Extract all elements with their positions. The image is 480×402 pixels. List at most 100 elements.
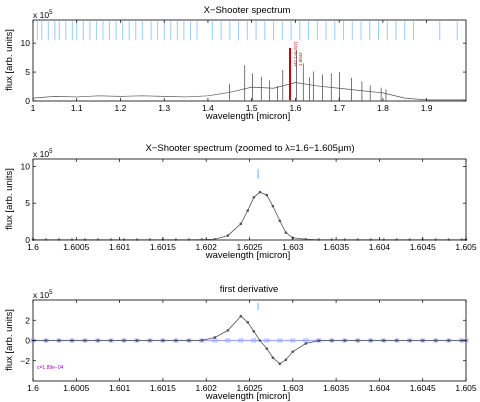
data-point	[252, 195, 256, 199]
panel-zoom-spectrum: X−Shooter spectrum (zoomed to λ=1.6−1.60…	[4, 143, 477, 261]
data-point	[356, 339, 360, 342]
y-tick-label: 0	[25, 235, 30, 245]
x-tick-label: 1.6045	[410, 242, 436, 252]
data-point	[330, 238, 334, 241]
panel3-x-ticks: 1.6 1.6005 1.601 1.6015 1.602 1.6025 1.603 1.60…	[27, 300, 477, 393]
data-point	[213, 336, 217, 339]
data-point	[226, 329, 230, 332]
data-point	[252, 330, 256, 333]
data-point	[265, 193, 269, 197]
x-tick-label: 1.4	[202, 103, 214, 113]
data-point	[369, 238, 373, 241]
data-point	[239, 222, 243, 226]
data-point	[246, 320, 250, 324]
panel3-y-ticks: −2 0 2	[20, 315, 466, 366]
panel3-note: c=1.89e−04	[37, 365, 64, 371]
x-tick-label: 1.6005	[63, 383, 89, 393]
data-point	[44, 339, 48, 342]
data-point	[226, 234, 230, 237]
data-point	[408, 238, 412, 241]
data-point	[356, 238, 360, 241]
x-tick-label: 1.6035	[323, 242, 349, 252]
panel2-title: X−Shooter spectrum (zoomed to λ=1.6−1.60…	[145, 143, 354, 154]
panel1-highlight-label-2: 1.6044	[298, 52, 303, 66]
panel2-x-ticks: 1.6 1.6005 1.601 1.6015 1.602 1.6025 1.603 1.60…	[27, 159, 477, 252]
panel3-exponent: x 105	[33, 290, 53, 300]
reference-point	[290, 338, 296, 343]
data-point	[434, 339, 437, 342]
panel1-exponent: x 105	[33, 10, 53, 20]
data-point	[447, 238, 450, 241]
data-point	[291, 350, 295, 353]
reference-point	[264, 338, 270, 343]
x-tick-label: 1	[31, 103, 36, 113]
data-point	[395, 238, 399, 241]
x-tick-label: 1.6	[290, 103, 302, 113]
data-point	[343, 238, 347, 241]
x-tick-label: 1.6	[27, 242, 39, 252]
x-tick-label: 1.7	[333, 103, 345, 113]
data-point	[369, 339, 373, 342]
data-point	[330, 339, 334, 342]
data-point	[271, 356, 275, 360]
panel1-highlight-label-1: H2 1−0 S(7)	[293, 41, 298, 66]
x-tick-label: 1.6025	[237, 383, 263, 393]
x-tick-label: 1.6045	[410, 383, 436, 393]
x-tick-label: 1.605	[455, 242, 477, 252]
panel1-series-line	[32, 82, 466, 101]
y-tick-label: 10	[21, 38, 31, 48]
x-tick-label: 1.6025	[237, 242, 263, 252]
data-point	[421, 339, 425, 342]
data-point	[382, 339, 386, 342]
panel2-axes-box	[32, 158, 467, 241]
data-point	[70, 339, 74, 342]
x-tick-label: 1.2	[115, 103, 127, 113]
y-tick-label: 2	[25, 315, 30, 325]
x-tick-label: 1.8	[377, 103, 389, 113]
data-point	[246, 209, 250, 212]
panel3-points	[31, 314, 468, 366]
data-point	[57, 339, 61, 342]
data-point	[148, 238, 152, 241]
x-tick-label: 1.603	[282, 383, 304, 393]
data-point	[83, 238, 87, 241]
panel2-y-ticks: 0 5 10	[21, 161, 466, 245]
x-tick-label: 1.602	[196, 242, 218, 252]
x-tick-label: 1.601	[109, 383, 131, 393]
data-point	[44, 238, 48, 241]
x-tick-label: 1.603	[282, 242, 304, 252]
panel1-axes-box	[32, 19, 467, 102]
x-tick-label: 1.9	[421, 103, 433, 113]
data-point	[284, 231, 288, 234]
panel-full-spectrum: X−Shooter spectrum x 105 H2 1−0 S(7) 1.6…	[4, 5, 467, 122]
data-point	[317, 339, 321, 343]
data-point	[187, 238, 191, 241]
data-point	[96, 238, 100, 241]
data-point	[96, 339, 100, 342]
data-point	[258, 339, 262, 342]
y-tick-label: 0	[25, 96, 30, 106]
x-tick-label: 1.6035	[323, 383, 349, 393]
data-point	[213, 237, 217, 241]
panel1-ylabel: flux [arb. units]	[4, 29, 15, 91]
data-point	[258, 190, 262, 194]
x-tick-label: 1.6015	[150, 242, 176, 252]
data-point	[135, 238, 139, 241]
data-point	[460, 238, 463, 241]
panel1-peaks	[228, 50, 387, 101]
panel3-title: first derivative	[220, 284, 279, 295]
data-point	[122, 238, 126, 241]
panel1-title: X−Shooter spectrum	[204, 5, 291, 16]
reference-point	[277, 338, 283, 343]
reference-point	[251, 338, 257, 343]
data-point	[122, 339, 126, 342]
data-point	[284, 358, 288, 362]
panel2-points	[31, 190, 468, 241]
data-point	[317, 238, 321, 241]
data-point	[135, 339, 139, 342]
data-point	[278, 362, 282, 366]
data-point	[395, 339, 399, 342]
panel1-x-ticks: 1 1.1 1.2 1.3 1.4 1.5 1.6 1.7 1.8 1.9	[31, 20, 433, 113]
data-point	[200, 338, 204, 342]
